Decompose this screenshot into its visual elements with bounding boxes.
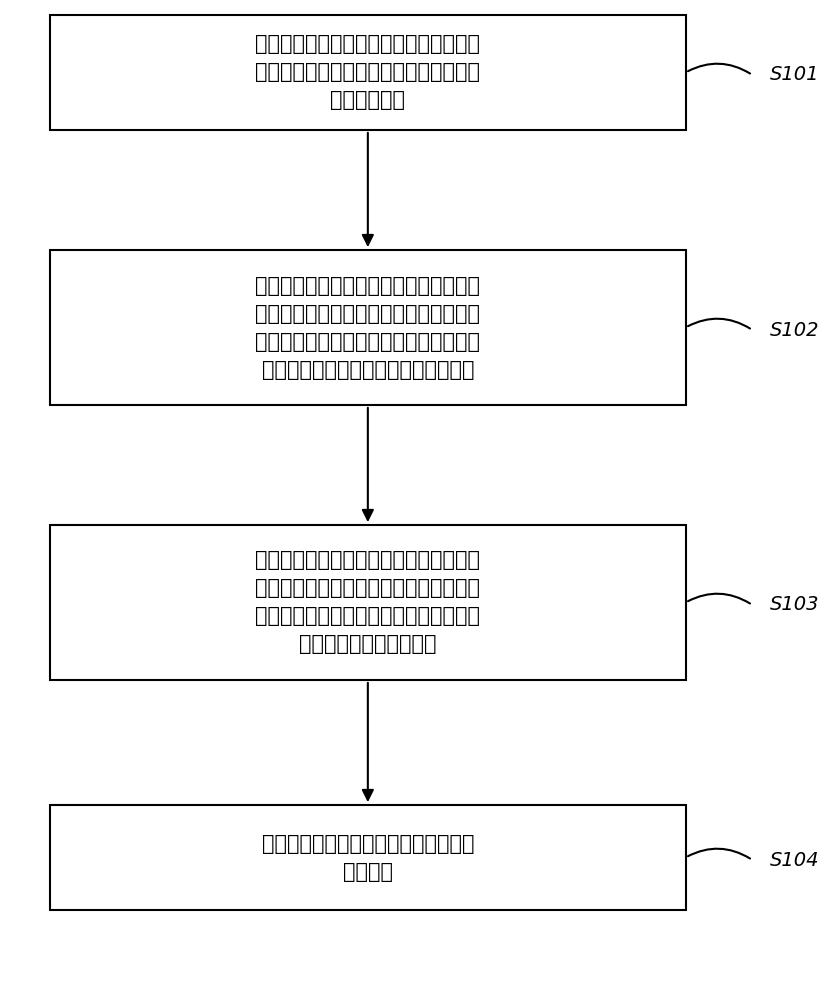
Text: S103: S103 [769,595,819,614]
FancyBboxPatch shape [50,805,686,910]
Text: 当所述图像相似度大于预设图像相似度时
，所述当前显示画面为静态画面；当所述
图像相似度小于预设图像相似度时，所述
当前显示画面为动态画面: 当所述图像相似度大于预设图像相似度时 ，所述当前显示画面为静态画面；当所述 图像… [255,550,481,654]
Text: 根据当前显示画面的画面状态产生所述
控制信号: 根据当前显示画面的画面状态产生所述 控制信号 [262,834,474,882]
Text: S101: S101 [769,66,819,85]
FancyBboxPatch shape [50,250,686,405]
Text: 比较所述当前抽样周期显示画面的图像信
息与所述上一抽样周期显示画面的图像信
息，获得所述当前抽样周期显示画面与所
述上一抽样周期显示画面的图像相似度: 比较所述当前抽样周期显示画面的图像信 息与所述上一抽样周期显示画面的图像信 息，… [255,275,481,379]
Text: S104: S104 [769,850,819,869]
Text: 根据预设抽样周期读取当前抽样周期显示
画面的图像信息以及上一抽样周期显示画
面的图像信息: 根据预设抽样周期读取当前抽样周期显示 画面的图像信息以及上一抽样周期显示画 面的… [255,34,481,110]
FancyBboxPatch shape [50,15,686,130]
FancyBboxPatch shape [50,525,686,680]
Text: S102: S102 [769,320,819,340]
